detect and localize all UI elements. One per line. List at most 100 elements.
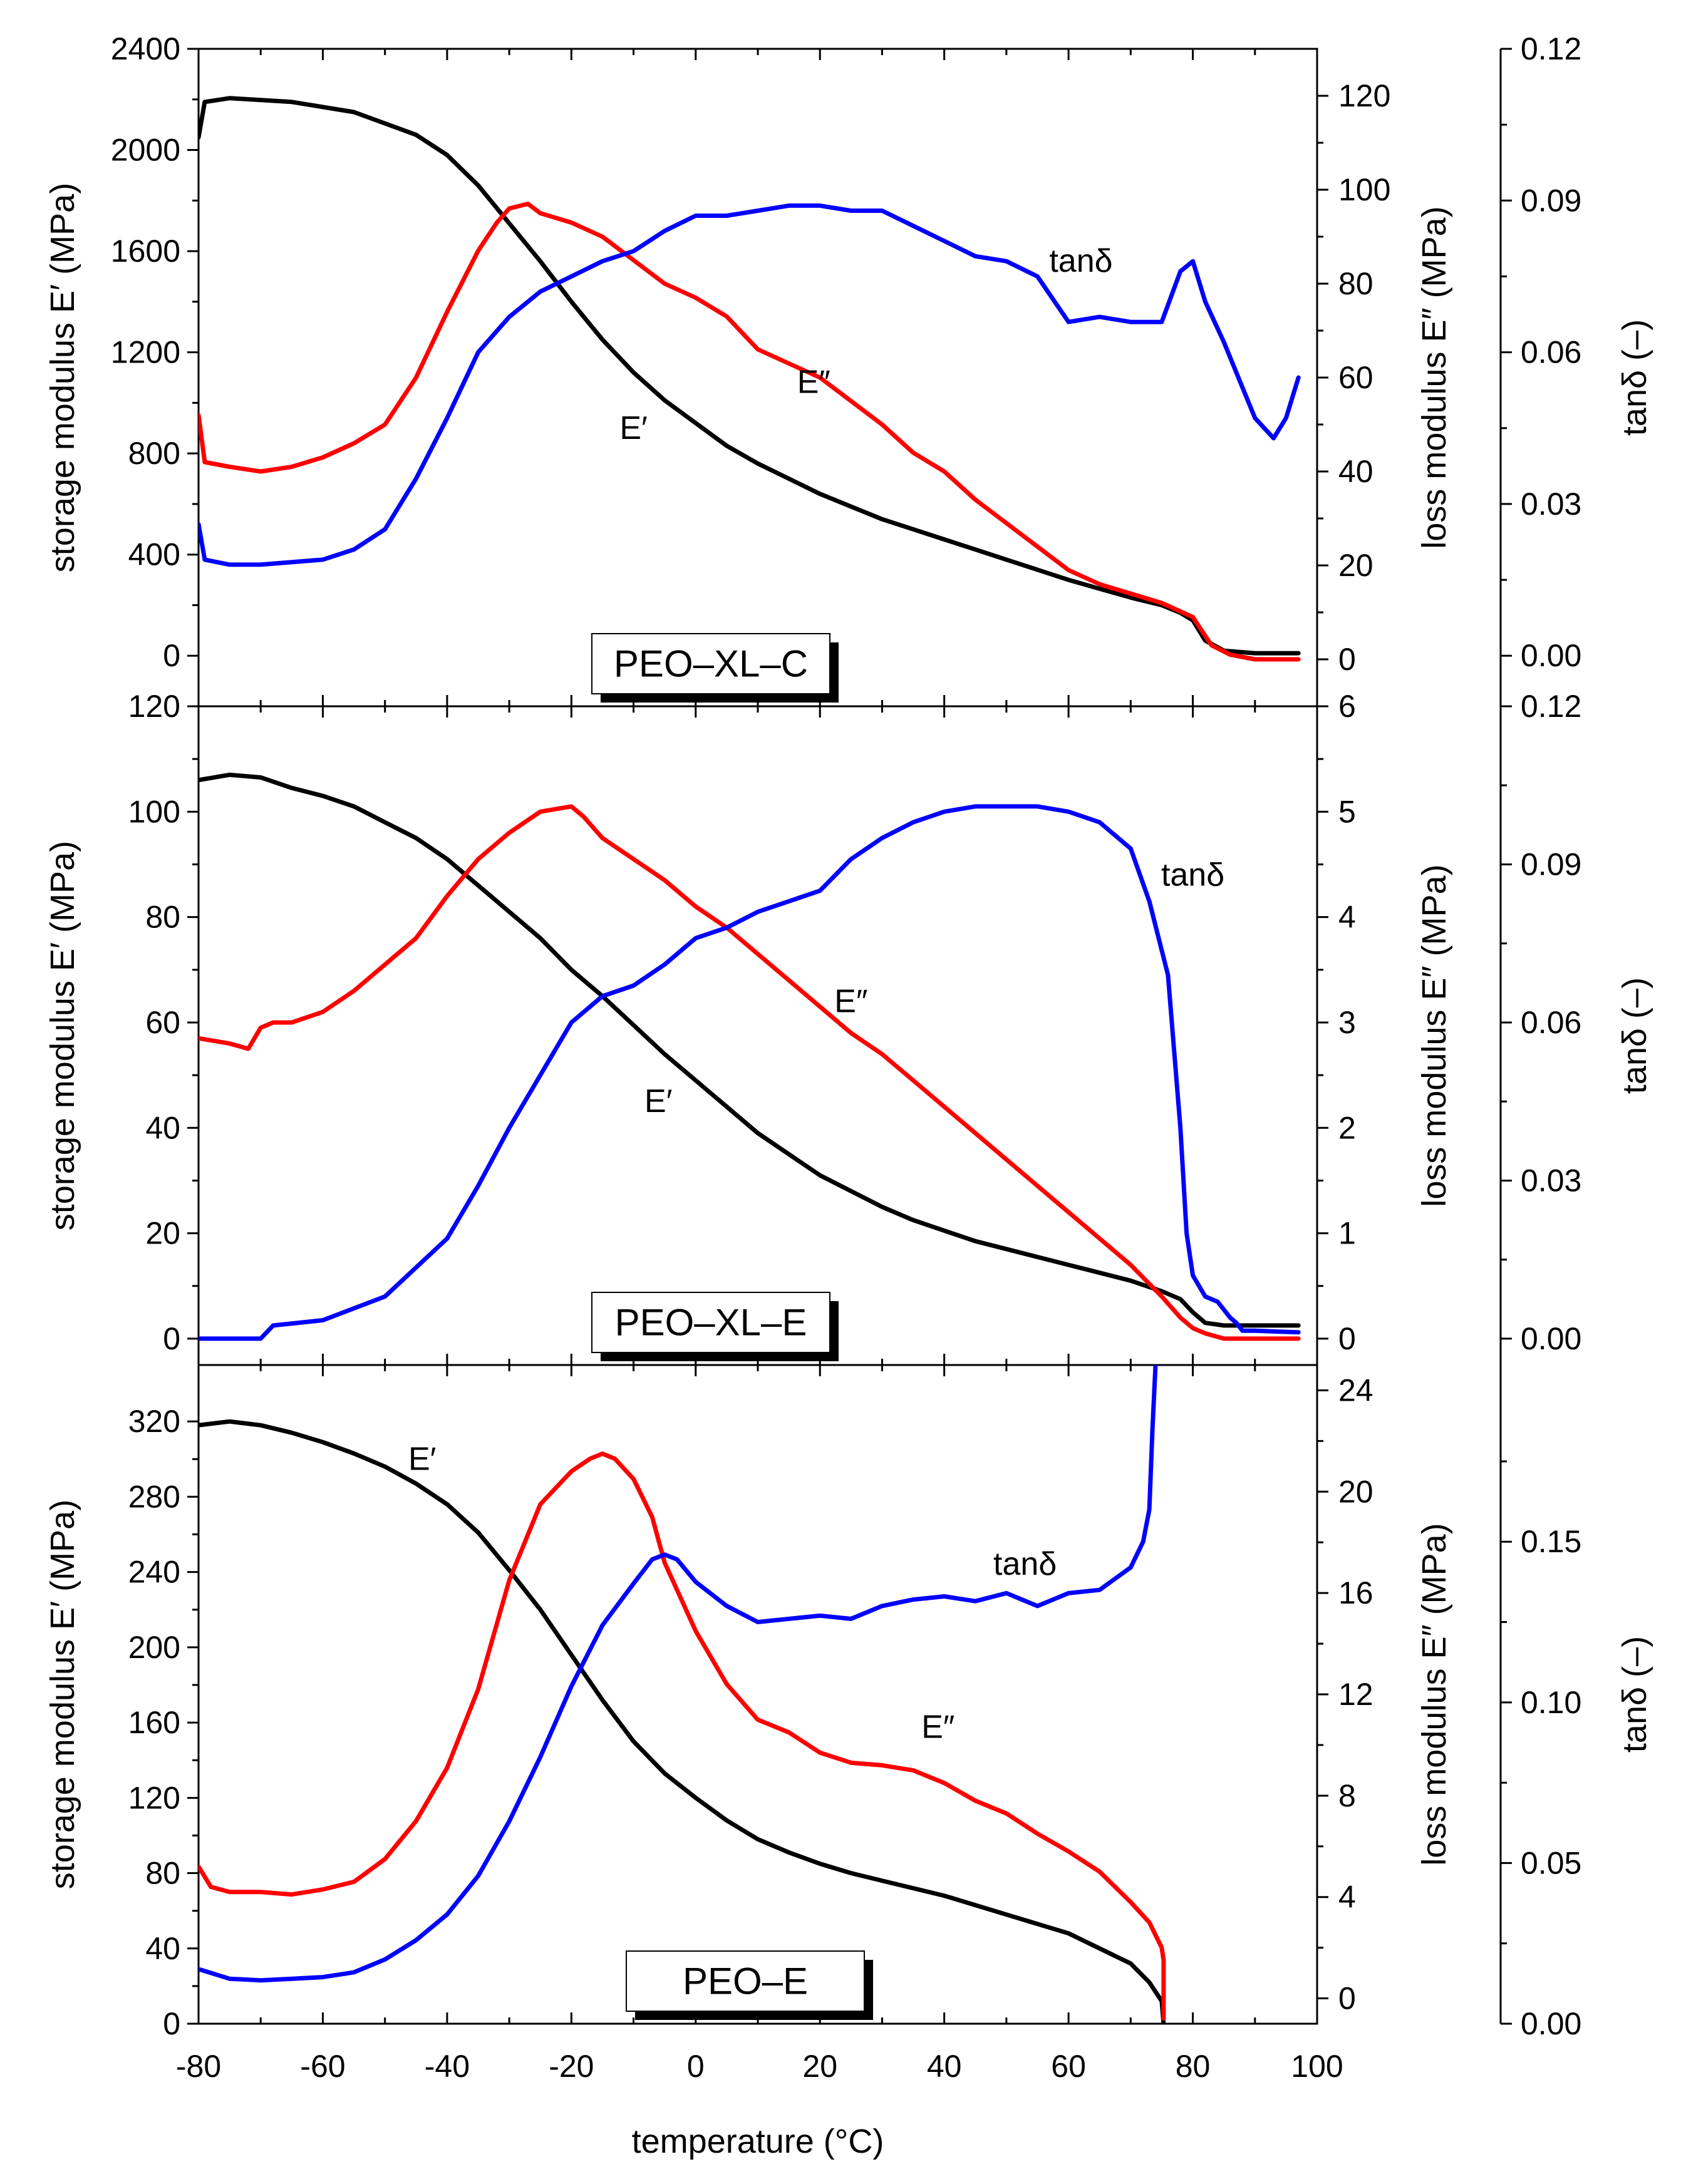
x-tick-label: 80: [1176, 2049, 1211, 2084]
left-tick-label: 200: [128, 1630, 180, 1665]
right-axis-title: loss modulus E″ (MPa): [1415, 1523, 1453, 1865]
annotation-label: tanδ: [1049, 243, 1112, 279]
right-tick-label: 16: [1338, 1575, 1373, 1610]
annotation-label: E′: [408, 1441, 436, 1477]
right-tick-label: 6: [1338, 689, 1356, 724]
series-storage-modulus-line: [199, 96, 1301, 656]
left-tick-label: 80: [145, 900, 180, 935]
right-tick-label: 4: [1338, 1880, 1356, 1915]
annotation-label: tanδ: [1161, 857, 1224, 893]
left-tick-label: 160: [128, 1705, 180, 1740]
tan-tick-label: 0.12: [1521, 689, 1581, 724]
plot-frame: [197, 48, 1318, 708]
label-box: [591, 1292, 830, 1353]
x-tick-label: 0: [687, 2049, 705, 2084]
x-tick-label: -60: [300, 2049, 345, 2084]
right-tick-label: 2: [1338, 1110, 1356, 1145]
series-tan-delta-line: [199, 1365, 1158, 1983]
left-axis-title: storage modulus E′ (MPa): [44, 183, 81, 572]
series-loss-modulus-line: [199, 202, 1301, 662]
x-tick-label: 60: [1051, 2049, 1086, 2084]
series-group: [199, 1365, 1166, 2024]
tan-tick-label: 0.06: [1521, 1005, 1581, 1040]
x-tick-label: -80: [176, 2049, 221, 2084]
sample-label: PEO–E: [683, 1960, 808, 2002]
left-tick-label: 1200: [111, 335, 180, 370]
left-tick-label: 100: [128, 794, 180, 829]
plot-frame: [197, 705, 1318, 1366]
x-tick-label: 20: [802, 2049, 837, 2084]
series-group: [199, 772, 1301, 1341]
series-loss-modulus-line: [199, 1451, 1166, 2021]
left-tick-label: 0: [163, 638, 180, 673]
annotation-label: tanδ: [993, 1546, 1057, 1582]
series-storage-modulus-line: [199, 1419, 1166, 2024]
right-tick-label: 20: [1338, 548, 1373, 583]
tan-axis-title: tanδ (–): [1616, 977, 1653, 1094]
x-tick-label: 100: [1291, 2049, 1343, 2084]
right-tick-label: 1: [1338, 1216, 1356, 1251]
left-tick-label: 400: [128, 537, 180, 572]
right-tick-label: 12: [1338, 1677, 1373, 1712]
left-tick-label: 240: [128, 1555, 180, 1590]
left-tick-label: 40: [145, 1110, 180, 1145]
label-box: [591, 633, 830, 694]
tan-tick-label: 0.10: [1521, 1685, 1581, 1720]
left-tick-label: 1600: [111, 234, 180, 269]
right-tick-label: 24: [1338, 1373, 1373, 1408]
annotation-label: E′: [644, 1083, 672, 1120]
left-tick-label: 60: [145, 1005, 180, 1040]
tan-tick-label: 0.06: [1521, 335, 1581, 370]
sample-label: PEO–XL–C: [614, 643, 808, 685]
right-tick-label: 5: [1338, 794, 1356, 829]
right-tick-label: 0: [1338, 642, 1356, 677]
annotation-label: E″: [921, 1709, 954, 1746]
tan-axis-title: tanδ (–): [1616, 1636, 1653, 1753]
annotation-label: E″: [797, 364, 830, 401]
right-tick-label: 60: [1338, 360, 1373, 395]
right-tick-label: 8: [1338, 1778, 1356, 1813]
left-tick-label: 40: [145, 1931, 180, 1966]
tan-tick-label: 0.00: [1521, 2006, 1581, 2041]
left-tick-label: 800: [128, 436, 180, 471]
tan-tick-label: 0.09: [1521, 183, 1581, 218]
right-tick-label: 100: [1338, 172, 1390, 207]
right-tick-label: 120: [1338, 78, 1390, 113]
tan-tick-label: 0.15: [1521, 1524, 1581, 1559]
left-tick-label: 320: [128, 1404, 180, 1439]
tan-tick-label: 0.12: [1521, 31, 1581, 66]
right-axis-title: loss modulus E″ (MPa): [1415, 864, 1453, 1207]
tan-tick-label: 0.09: [1521, 847, 1581, 882]
series-loss-modulus-line: [199, 804, 1301, 1341]
left-tick-label: 2400: [111, 31, 180, 66]
left-tick-label: 80: [145, 1856, 180, 1891]
tan-tick-label: 0.03: [1521, 1163, 1581, 1198]
right-tick-label: 4: [1338, 900, 1356, 935]
right-tick-label: 80: [1338, 266, 1373, 301]
x-axis-title: temperature (°C): [632, 2123, 884, 2160]
label-box: [626, 1950, 865, 2012]
tan-tick-label: 0.00: [1521, 1321, 1581, 1356]
x-tick-label: 40: [927, 2049, 962, 2084]
left-tick-label: 120: [128, 689, 180, 724]
right-tick-label: 40: [1338, 454, 1373, 489]
series-tan-delta-line: [199, 804, 1301, 1341]
left-tick-label: 0: [163, 2006, 180, 2041]
series-tan-delta-line: [199, 203, 1301, 567]
right-tick-label: 0: [1338, 1321, 1356, 1356]
sample-label: PEO–XL–E: [615, 1302, 807, 1344]
series-group: [199, 96, 1301, 662]
left-tick-label: 120: [128, 1780, 180, 1815]
left-axis-title: storage modulus E′ (MPa): [44, 841, 81, 1230]
left-tick-label: 280: [128, 1479, 180, 1514]
right-tick-label: 20: [1338, 1474, 1373, 1509]
tan-axis-title: tanδ (–): [1616, 319, 1653, 436]
tan-tick-label: 0.05: [1521, 1845, 1581, 1880]
right-tick-label: 3: [1338, 1005, 1356, 1040]
left-axis-title: storage modulus E′ (MPa): [44, 1500, 81, 1889]
left-tick-label: 0: [163, 1321, 180, 1356]
right-axis-title: loss modulus E″ (MPa): [1415, 206, 1453, 549]
